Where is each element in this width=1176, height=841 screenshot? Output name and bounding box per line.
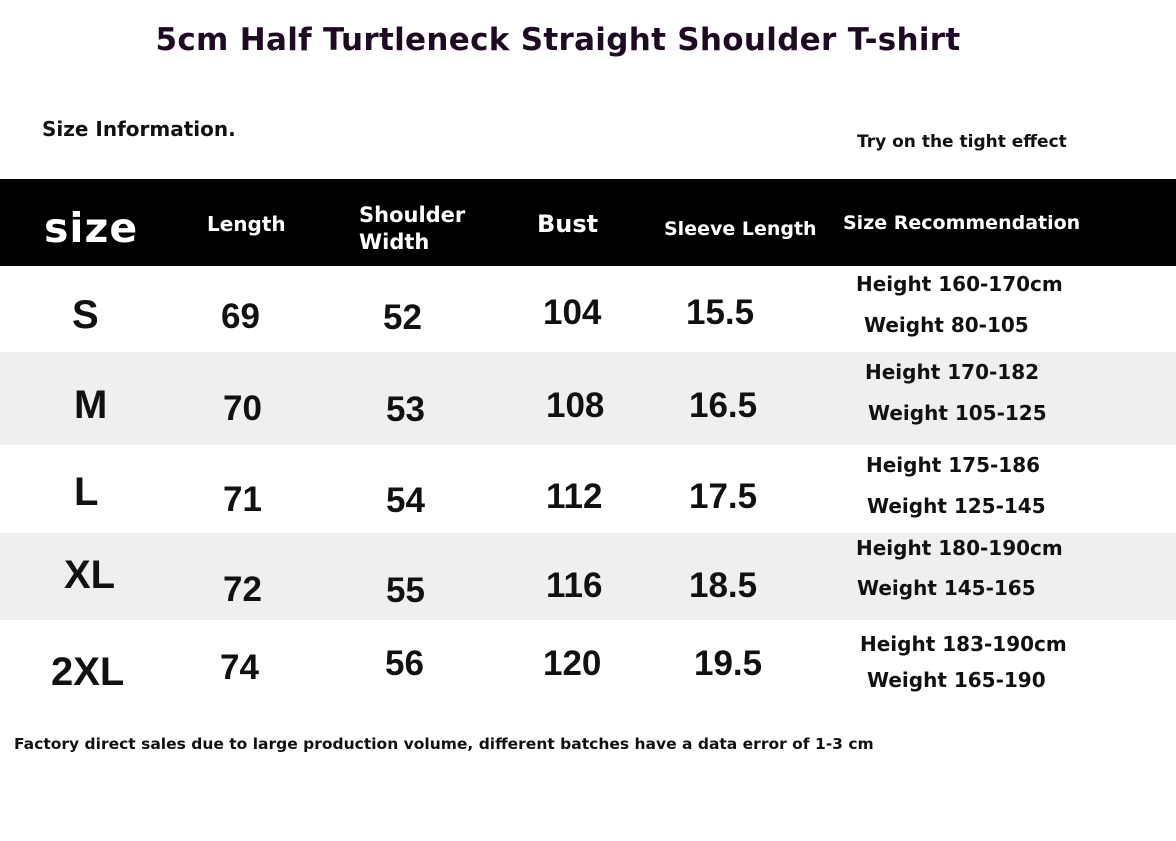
length-cell: 71	[223, 480, 262, 519]
weight-recommendation: Weight 145-165	[857, 576, 1036, 600]
bust-cell: 112	[546, 477, 603, 516]
bust-cell: 116	[546, 566, 603, 605]
height-recommendation: Height 160-170cm	[856, 272, 1063, 296]
shoulder-width-cell: 52	[383, 298, 422, 337]
weight-recommendation: Weight 165-190	[867, 668, 1046, 692]
header-size-recommendation: Size Recommendation	[843, 212, 1081, 234]
table-header	[0, 179, 1176, 266]
weight-recommendation: Weight 105-125	[868, 401, 1047, 425]
size-cell: M	[74, 383, 108, 427]
header-shoulder-width: Shoulder Width	[359, 203, 466, 254]
footnote: Factory direct sales due to large produc…	[14, 735, 874, 753]
height-recommendation: Height 180-190cm	[856, 536, 1063, 560]
try-on-label: Try on the tight effect	[857, 132, 1067, 152]
shoulder-width-cell: 53	[386, 390, 425, 429]
shoulder-width-cell: 56	[385, 644, 424, 683]
table-row	[0, 352, 1176, 445]
bust-cell: 104	[543, 293, 602, 332]
header-length: Length	[207, 212, 286, 236]
height-recommendation: Height 170-182	[865, 360, 1040, 384]
bust-cell: 108	[546, 386, 605, 425]
sleeve-length-cell: 16.5	[689, 386, 758, 425]
length-cell: 74	[220, 648, 259, 687]
sleeve-length-cell: 17.5	[689, 477, 758, 516]
height-recommendation: Height 183-190cm	[860, 632, 1067, 656]
size-cell: L	[74, 470, 99, 514]
weight-recommendation: Weight 80-105	[864, 313, 1029, 337]
sleeve-length-cell: 15.5	[686, 293, 755, 332]
header-sleeve-length: Sleeve Length	[664, 218, 817, 240]
page-title: 5cm Half Turtleneck Straight Shoulder T-…	[155, 22, 961, 58]
size-cell: S	[72, 293, 99, 337]
length-cell: 69	[221, 297, 260, 336]
header-size: size	[44, 204, 139, 252]
length-cell: 70	[223, 389, 262, 428]
length-cell: 72	[223, 570, 262, 609]
size-cell: 2XL	[51, 650, 125, 694]
height-recommendation: Height 175-186	[866, 453, 1041, 477]
size-cell: XL	[64, 553, 116, 597]
sleeve-length-cell: 19.5	[694, 644, 763, 683]
shoulder-width-cell: 54	[386, 481, 425, 520]
size-information-label: Size Information.	[42, 117, 236, 141]
table-row	[0, 533, 1176, 620]
weight-recommendation: Weight 125-145	[867, 494, 1046, 518]
sleeve-length-cell: 18.5	[689, 566, 758, 605]
shoulder-width-cell: 55	[386, 571, 425, 610]
header-bust: Bust	[537, 210, 599, 238]
bust-cell: 120	[543, 644, 602, 683]
